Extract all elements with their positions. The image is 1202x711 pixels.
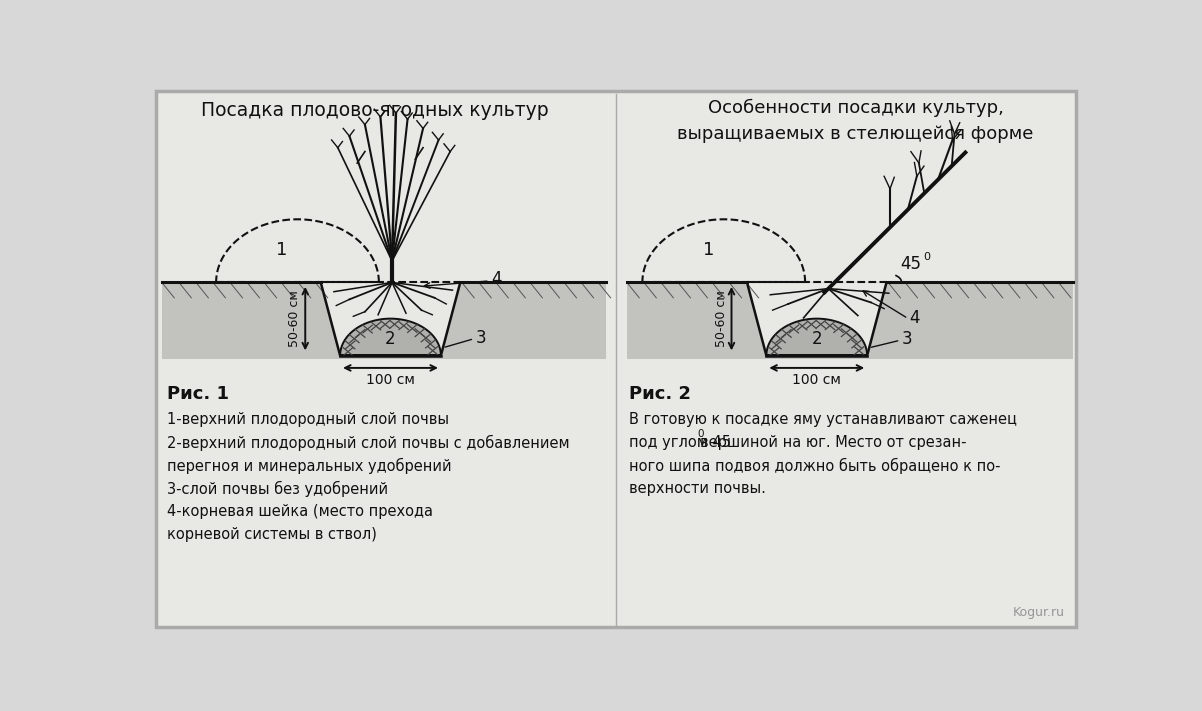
Text: 2-верхний плодородный слой почвы с добавлением: 2-верхний плодородный слой почвы с добав… <box>167 435 570 451</box>
Text: под углом 45: под углом 45 <box>629 435 731 450</box>
Text: 4: 4 <box>910 309 921 327</box>
Bar <box>162 282 606 360</box>
Text: 3: 3 <box>476 329 487 347</box>
Text: 100 см: 100 см <box>792 373 841 387</box>
Text: 4: 4 <box>492 270 501 289</box>
Text: 1-верхний плодородный слой почвы: 1-верхний плодородный слой почвы <box>167 412 450 427</box>
Polygon shape <box>746 282 887 356</box>
Polygon shape <box>321 282 460 356</box>
Text: 50-60 см: 50-60 см <box>288 291 302 348</box>
Text: Kogur.ru: Kogur.ru <box>1013 606 1065 619</box>
Text: 45: 45 <box>900 255 922 273</box>
Text: В готовую к посадке яму устанавливают саженец: В готовую к посадке яму устанавливают са… <box>629 412 1017 427</box>
Text: 100 см: 100 см <box>367 373 415 387</box>
Bar <box>627 282 1072 360</box>
Text: Рис. 2: Рис. 2 <box>629 385 691 403</box>
Text: 4-корневая шейка (место прехода: 4-корневая шейка (место прехода <box>167 504 433 519</box>
Text: Особенности посадки культур,: Особенности посадки культур, <box>708 99 1004 117</box>
Text: верхности почвы.: верхности почвы. <box>629 481 766 496</box>
Text: перегноя и минеральных удобрений: перегноя и минеральных удобрений <box>167 458 452 474</box>
Text: 0: 0 <box>697 429 704 439</box>
Text: Посадка плодово-ягодных культур: Посадка плодово-ягодных культур <box>201 102 549 120</box>
Text: 2: 2 <box>385 330 395 348</box>
Text: корневой системы в ствол): корневой системы в ствол) <box>167 528 377 542</box>
Text: 2: 2 <box>811 330 822 348</box>
Text: 50-60 см: 50-60 см <box>715 291 727 348</box>
Text: выращиваемых в стелющейся форме: выращиваемых в стелющейся форме <box>677 124 1034 143</box>
Polygon shape <box>767 319 867 356</box>
Text: 3: 3 <box>902 331 912 348</box>
Text: вершиной на юг. Место от срезан-: вершиной на юг. Место от срезан- <box>701 435 966 450</box>
Text: Рис. 1: Рис. 1 <box>167 385 230 403</box>
Text: 0: 0 <box>923 252 930 262</box>
Text: 1: 1 <box>702 242 714 260</box>
Polygon shape <box>340 319 441 356</box>
Text: ного шипа подвоя должно быть обращено к по-: ного шипа подвоя должно быть обращено к … <box>629 458 1001 474</box>
Text: 3-слой почвы без удобрений: 3-слой почвы без удобрений <box>167 481 388 497</box>
Text: 1: 1 <box>276 242 287 260</box>
